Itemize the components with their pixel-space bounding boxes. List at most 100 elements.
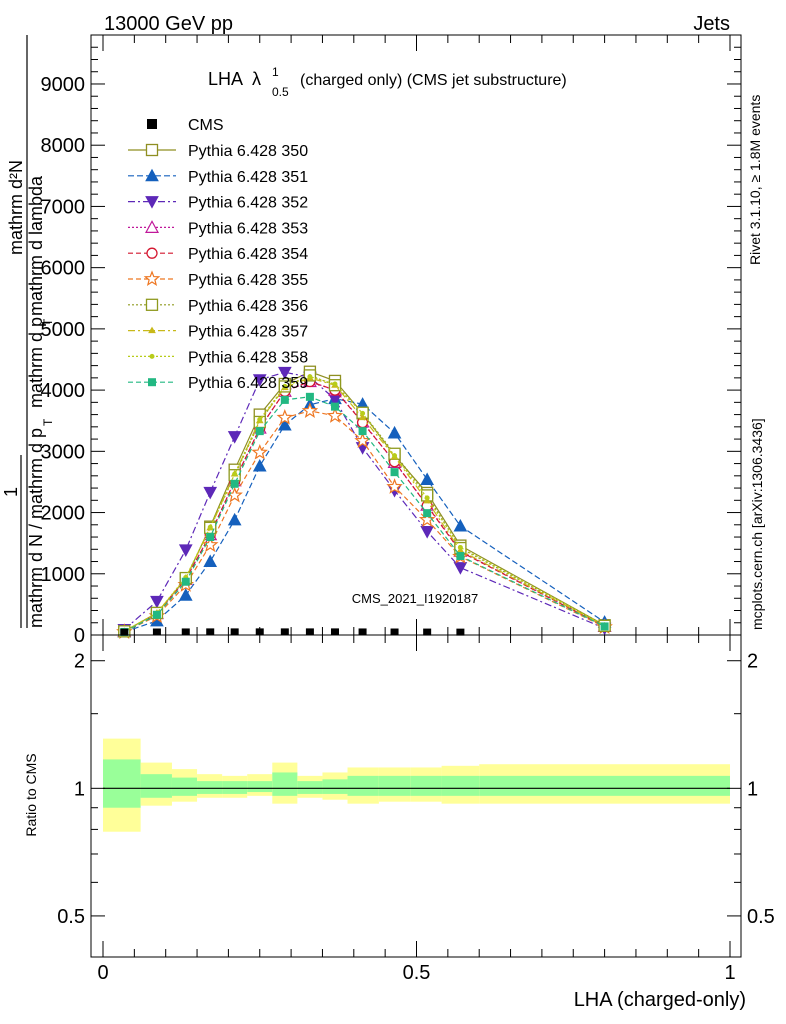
data-point — [390, 468, 399, 477]
data-point — [420, 472, 435, 485]
ylabel-den-part2: mathrm d lambda — [26, 175, 46, 316]
y-tick-label: 2000 — [41, 503, 86, 525]
series-line — [123, 371, 605, 630]
data-point — [457, 544, 463, 550]
ratio-band-inner — [197, 781, 223, 794]
header-left: 13000 GeV pp — [104, 13, 233, 35]
legend-label: Pythia 6.428 356 — [188, 298, 308, 315]
y-tick-label: 0 — [74, 625, 85, 647]
data-point — [227, 512, 242, 526]
main-x-axis — [102, 35, 731, 635]
y-tick-label: 1000 — [41, 564, 86, 586]
data-point — [255, 427, 264, 436]
y-tick-label: 3000 — [41, 441, 86, 463]
legend-label: Pythia 6.428 353 — [188, 220, 308, 237]
data-point — [227, 431, 242, 444]
x-axis-label: LHA (charged-only) — [574, 989, 746, 1011]
cms-point — [181, 628, 190, 636]
data-point — [277, 417, 292, 431]
cms-point — [280, 628, 289, 636]
legend-entry: Pythia 6.428 358 — [128, 349, 308, 366]
y-tick-label: 9000 — [41, 74, 86, 96]
ratio-band-inner — [171, 777, 198, 796]
y-tick-label: 8000 — [41, 135, 86, 157]
svg-text:LHA λ: LHA λ — [208, 69, 261, 89]
cms-point — [390, 628, 399, 636]
data-point — [600, 622, 609, 631]
data-point — [143, 270, 161, 287]
x-tick-label: 0 — [97, 962, 108, 984]
data-point — [305, 392, 314, 401]
legend-entry: Pythia 6.428 353 — [128, 220, 308, 237]
watermark: CMS_2021_I1920187 — [352, 591, 479, 606]
data-point — [282, 383, 288, 389]
data-point — [144, 220, 160, 233]
data-point — [307, 374, 313, 380]
x-tick-label: 0.5 — [403, 962, 431, 984]
legend-label: Pythia 6.428 351 — [188, 169, 308, 186]
data-point — [206, 533, 215, 542]
cms-data — [120, 628, 465, 636]
cms-point — [305, 628, 314, 636]
y-tick-label: 7000 — [41, 196, 86, 218]
legend: CMS Pythia 6.428 350 Pythia 6.428 351 Pythi… — [128, 117, 308, 392]
data-point — [251, 443, 268, 460]
data-point — [277, 366, 292, 380]
data-point — [149, 353, 155, 359]
data-point — [145, 196, 159, 209]
plot-title-rest: (charged only) (CMS jet substructure) — [300, 72, 567, 89]
ratio-bands — [103, 738, 730, 832]
data-point — [330, 402, 339, 411]
data-point — [146, 247, 158, 259]
mcplots-label: mcplots.cern.ch [arXiv:1306.3436] — [749, 418, 765, 630]
legend-label: Pythia 6.428 354 — [188, 246, 308, 263]
ratio-y-tick-label-right: 2 — [747, 651, 758, 673]
cms-point — [423, 628, 432, 636]
data-point — [178, 588, 193, 601]
plot-title: LHA λ 1 0.5 (charged only) (CMS jet subs… — [208, 65, 567, 99]
ratio-y-tick-label: 0.5 — [57, 906, 85, 928]
ratio-band-inner — [410, 775, 442, 796]
data-point — [424, 495, 430, 501]
series-line — [124, 375, 605, 632]
cms-point — [330, 628, 339, 636]
data-point — [301, 402, 319, 418]
legend-label: Pythia 6.428 357 — [188, 324, 308, 341]
data-point — [230, 479, 239, 488]
legend-entry: Pythia 6.428 354 — [128, 246, 308, 263]
data-point — [252, 458, 267, 472]
data-point — [332, 381, 338, 387]
cms-point — [230, 628, 239, 636]
ylabel-numerator: mathrm d²N — [6, 160, 26, 255]
plot-title-main: LHA — [208, 69, 243, 89]
data-point — [360, 410, 366, 416]
ratio-y-tick-label-right: 1 — [747, 778, 758, 800]
rivet-label: Rivet 3.1.10, ≥ 1.8M events — [747, 95, 763, 265]
data-point — [226, 486, 243, 503]
plot-title-lambda: λ — [252, 69, 261, 89]
y-tick-label: 4000 — [41, 380, 86, 402]
data-point — [178, 544, 193, 557]
cms-point — [206, 628, 215, 636]
legend-label: Pythia 6.428 352 — [188, 195, 308, 212]
cms-point — [358, 628, 367, 636]
ratio-band-inner — [322, 779, 348, 794]
series-line — [124, 396, 605, 633]
data-point — [181, 577, 190, 586]
legend-entry: Pythia 6.428 350 — [128, 143, 308, 160]
y-tick-label: 5000 — [41, 319, 86, 341]
ratio-band-inner — [297, 781, 323, 794]
legend-label: Pythia 6.428 359 — [188, 375, 308, 392]
data-point — [201, 536, 219, 553]
main-y-axis: 0 1000 2000 3000 4000 5000 6000 7000 8000 9000 — [41, 34, 741, 647]
data-point — [150, 595, 164, 609]
data-point — [354, 432, 371, 448]
legend-entry: Pythia 6.428 351 — [128, 168, 308, 186]
ratio-y-tick-label: 2 — [74, 651, 85, 673]
data-point — [358, 413, 367, 421]
ratio-band-inner — [347, 775, 379, 796]
cms-point — [120, 628, 129, 636]
cms-point — [152, 628, 161, 636]
data-point — [453, 518, 468, 532]
